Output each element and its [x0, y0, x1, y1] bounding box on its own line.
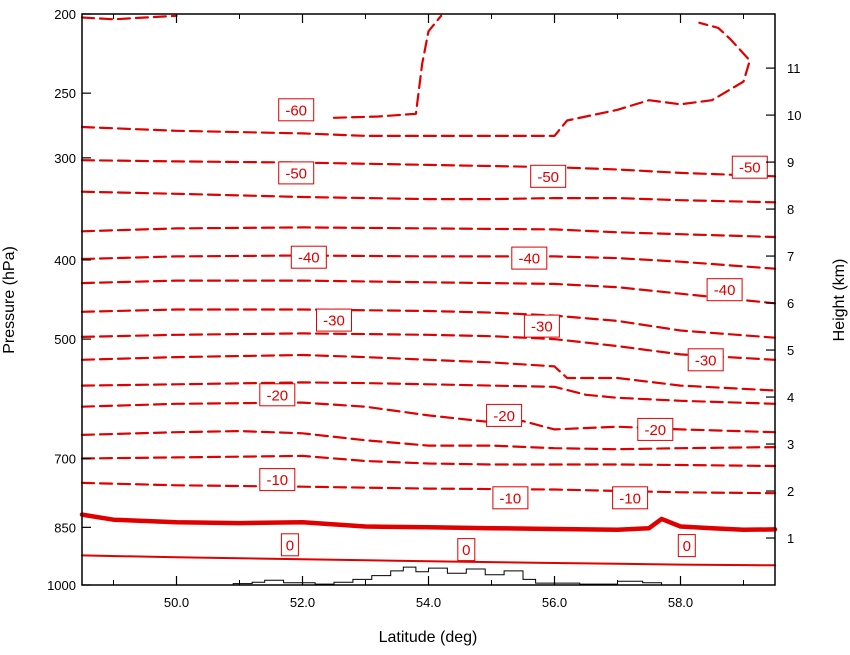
x-axis-title: Latitude (deg) [379, 629, 478, 646]
pressure-tick-label-1: 250 [54, 86, 76, 101]
pressure-tick-label-4: 500 [54, 332, 76, 347]
contour-line-12 [80, 226, 777, 239]
y-axis-title-right: Height (km) [831, 259, 848, 342]
contour-label-box-1 [278, 161, 315, 185]
height-tick-label-1: 2 [787, 484, 794, 499]
x-tick-label-2: 54.0 [416, 595, 441, 610]
pressure-tick-label-3: 400 [54, 253, 76, 268]
pressure-tick-label-7: 1000 [47, 578, 76, 593]
height-tick-label-3: 4 [787, 390, 794, 405]
contour-label-box-6 [706, 278, 743, 302]
contour-label-box-8 [523, 314, 560, 338]
height-tick-label-5: 6 [787, 296, 794, 311]
x-tick-label-0: 50.0 [164, 595, 189, 610]
contour-label-14: -10 [500, 490, 522, 507]
contour-label-11: -20 [493, 408, 515, 425]
contour-label-box-3 [731, 155, 768, 179]
contour-label-2: -50 [537, 169, 559, 186]
contour-label-16: 0 [286, 537, 294, 554]
contour-label-box-2 [530, 164, 567, 188]
contour-line-0 [81, 554, 776, 567]
contour-line-16 [80, 14, 178, 21]
terrain-layer [82, 566, 775, 586]
contour-label-box-14 [492, 486, 529, 510]
height-tick-label-4: 5 [787, 343, 794, 358]
contour-label-box-18 [677, 534, 696, 558]
contour-label-box-9 [687, 348, 724, 372]
contour-label-box-0 [278, 98, 315, 122]
contour-label-6: -40 [714, 282, 736, 299]
pressure-tick-label-5: 700 [54, 451, 76, 466]
axes-layer: 50.0 52.0 54.0 56.0 58.020025030040050070085… [47, 7, 801, 610]
contour-label-box-11 [486, 403, 523, 427]
contour-label-box-12 [637, 417, 674, 441]
contour-label-7: -30 [323, 313, 345, 330]
contour-label-box-15 [612, 486, 649, 510]
contour-label-box-5 [511, 246, 548, 270]
plot-frame [81, 13, 776, 586]
pressure-tick-label-2: 300 [54, 151, 76, 166]
contour-line-4 [80, 430, 777, 451]
height-tick-label-6: 7 [787, 249, 794, 264]
height-tick-label-7: 8 [787, 202, 794, 217]
contour-line-17 [332, 14, 443, 119]
x-tick-label-1: 52.0 [290, 595, 315, 610]
contour-line-6 [80, 381, 777, 405]
contour-line-10 [80, 279, 777, 305]
contour-label-box-10 [259, 383, 296, 407]
contour-label-17: 0 [462, 542, 470, 559]
contour-label-12: -20 [644, 422, 666, 439]
pressure-tick-label-0: 200 [54, 7, 76, 22]
height-tick-label-2: 3 [787, 437, 794, 452]
contour-label-18: 0 [683, 538, 691, 555]
contour-line-9 [80, 308, 777, 339]
contours-layer [79, 14, 778, 567]
x-tick-label-4: 58.0 [668, 595, 693, 610]
contour-line-8 [80, 332, 777, 361]
contour-line-7 [80, 353, 777, 392]
contour-line-15 [80, 21, 751, 137]
contour-label-13: -10 [266, 472, 288, 489]
x-tick-label-3: 56.0 [542, 595, 567, 610]
height-tick-label-0: 1 [787, 531, 794, 546]
pressure-tick-label-6: 850 [54, 520, 76, 535]
height-tick-label-8: 9 [787, 155, 794, 170]
terrain-outline [82, 566, 775, 586]
contour-label-box-16 [280, 533, 299, 557]
height-tick-label-9: 10 [787, 108, 801, 123]
height-tick-label-10: 11 [787, 61, 801, 76]
contour-label-5: -40 [518, 251, 540, 268]
contour-label-15: -10 [619, 490, 641, 507]
contour-label-box-4 [290, 245, 327, 269]
contour-line-2 [80, 481, 777, 495]
contour-line-3 [80, 454, 777, 468]
contour-label-box-7 [316, 308, 352, 332]
contour-label-4: -40 [298, 250, 320, 267]
contour-label-box-17 [457, 538, 476, 562]
contour-line-13 [80, 190, 777, 204]
y-axis-title-left: Pressure (hPa) [1, 246, 18, 354]
contour-label-9: -30 [695, 352, 717, 369]
contour-label-3: -50 [739, 160, 761, 177]
contour-line-1 [79, 512, 778, 533]
contour-label-10: -20 [266, 387, 288, 404]
contour-label-0: -60 [285, 102, 307, 119]
contour-label-1: -50 [285, 165, 307, 182]
contour-label-8: -30 [531, 319, 553, 336]
contour-labels-layer: -60 -50 -50 -50 -40 -40 -40 -30 -30 -30 -20 -20 -20 -… [259, 98, 768, 562]
contour-label-box-13 [259, 468, 296, 492]
contour-line-11 [80, 254, 777, 270]
contour-line-14 [80, 159, 777, 178]
